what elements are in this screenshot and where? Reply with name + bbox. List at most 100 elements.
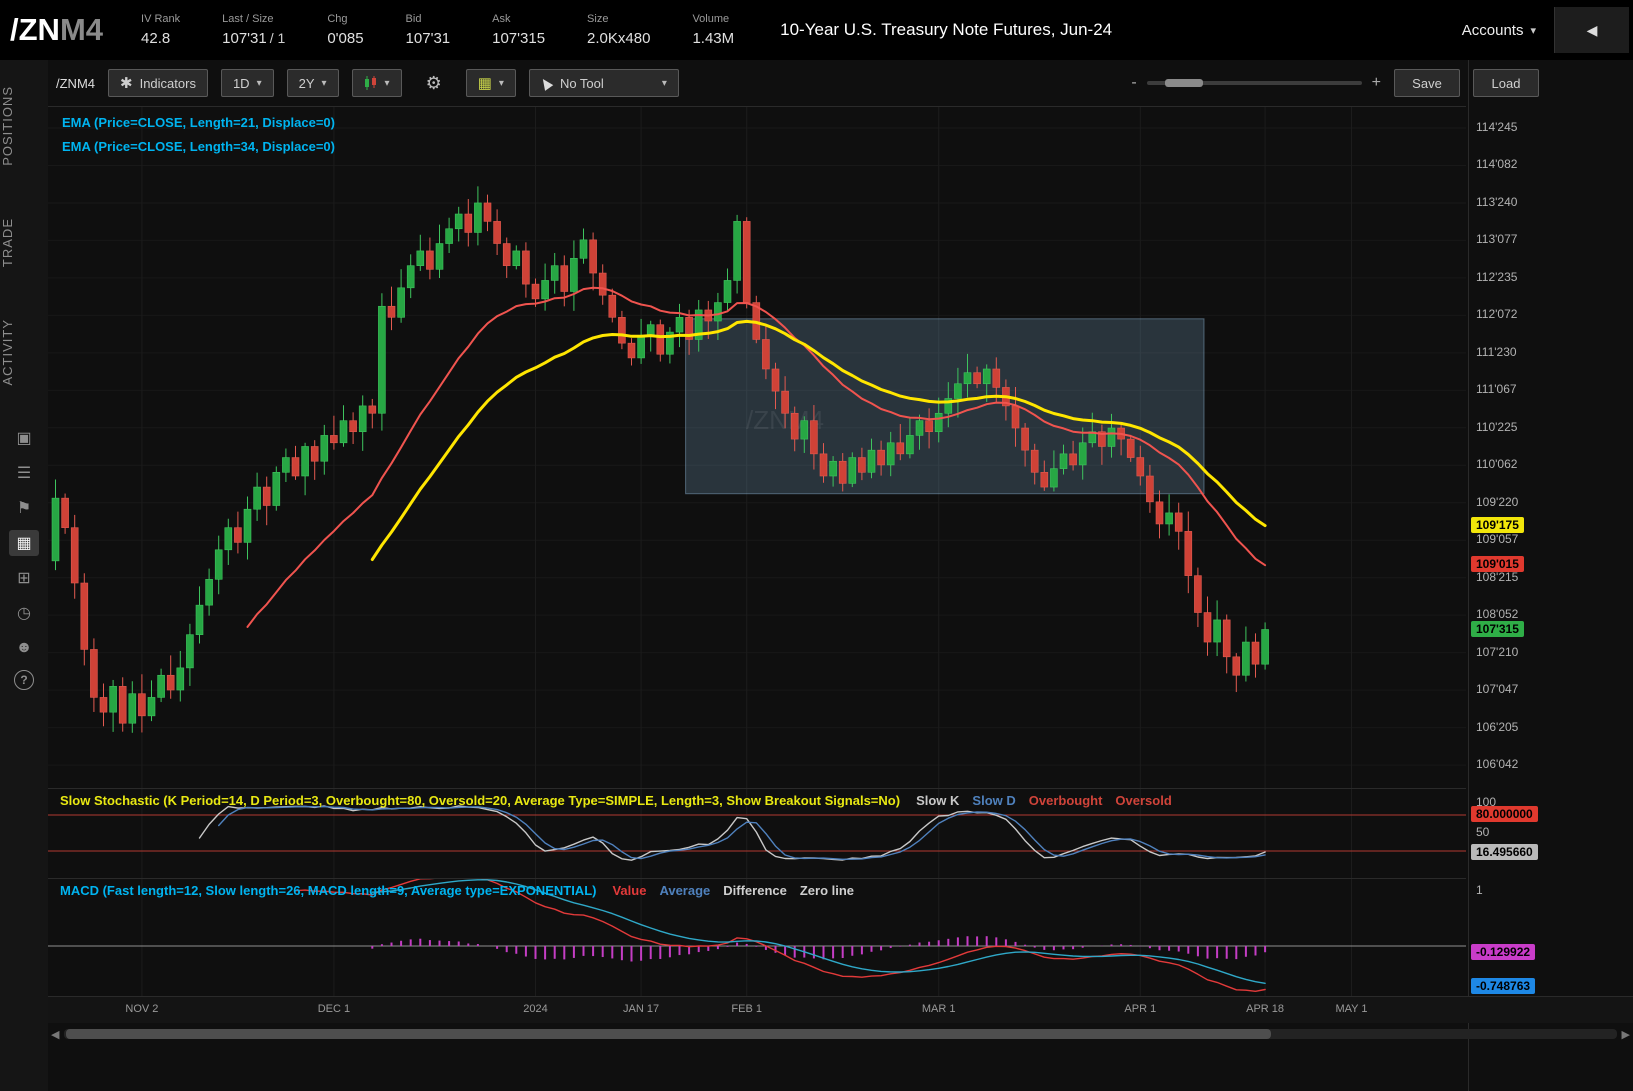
symbol-title: /ZNM4: [10, 12, 103, 48]
legend-item: Slow K: [916, 793, 960, 808]
trade-flag-icon[interactable]: ⚑: [16, 500, 32, 518]
price-axis-label: 112'072: [1476, 307, 1518, 322]
stoch-axis-label: 50: [1476, 825, 1490, 839]
legend-item: Zero line: [799, 883, 855, 898]
candle-chart-icon: [364, 76, 376, 90]
price-chart-pane[interactable]: /ZNM4 EMA (Price=CLOSE, Length=21, Displ…: [48, 106, 1466, 789]
accounts-label: Accounts: [1461, 21, 1524, 39]
time-axis-label: NOV 2: [125, 1003, 159, 1015]
time-axis-label: MAR 1: [921, 1003, 956, 1015]
time-axis-label: DEC 1: [317, 1003, 351, 1015]
chart-grid-icon[interactable]: ▦: [9, 530, 39, 557]
macd-pane[interactable]: MACD (Fast length=12, Slow length=26, MA…: [48, 878, 1466, 997]
zoom-slider[interactable]: [1146, 79, 1362, 87]
quote-stat: IV Rank 42.8: [141, 13, 180, 47]
ema34-label[interactable]: EMA (Price=CLOSE, Length=34, Displace=0): [62, 139, 335, 154]
dashboard-icon[interactable]: ⊞: [17, 570, 31, 588]
sidebar-tab-trade[interactable]: TRADE: [0, 217, 15, 267]
price-axis-label: 114'245: [1476, 119, 1518, 134]
macd-badge: -0.748763: [1471, 978, 1536, 995]
legend-item: Oversold: [1115, 793, 1172, 808]
price-axis-label: 114'082: [1476, 157, 1518, 172]
left-sidebar: POSITIONS TRADE ACTIVITY ▣ ☰ ⚑ ▦ ⊞ ◷ ☻?: [0, 60, 48, 1091]
quote-stat: Size 2.0Kx480: [587, 13, 650, 47]
sidebar-icons: ▣ ☰ ⚑ ▦ ⊞ ◷ ☻?: [0, 425, 48, 691]
price-axis-label: 113'077: [1476, 232, 1518, 247]
stat-label: Ask: [492, 13, 511, 25]
save-button[interactable]: Save: [1394, 69, 1460, 97]
list-icon[interactable]: ☰: [16, 465, 32, 483]
chart-settings-button[interactable]: ⚙: [415, 69, 453, 97]
stat-label: Last / Size: [222, 13, 274, 25]
zoom-out-button[interactable]: -: [1131, 74, 1137, 91]
chevron-left-icon: ◀: [1586, 21, 1598, 38]
time-axis-label: APR 18: [1246, 1003, 1285, 1015]
macd-legend: Value Average Difference Zero line: [612, 883, 854, 898]
stat-value: 107'31/ 1: [222, 30, 286, 47]
candles-layer: [51, 186, 1269, 733]
scrollbar-thumb[interactable]: [66, 1029, 1271, 1039]
gear-icon: ⚙: [425, 72, 442, 93]
quote-stat: Ask 107'315: [492, 13, 545, 47]
grid-layout-dropdown[interactable]: ▦ ▾: [465, 69, 516, 97]
macd-badge: -0.129922: [1471, 944, 1536, 961]
help-icon[interactable]: ?: [14, 670, 34, 691]
stochastic-canvas[interactable]: [48, 789, 1466, 879]
cursor-icon: [538, 75, 554, 91]
contract-title: 10-Year U.S. Treasury Note Futures, Jun-…: [780, 20, 1113, 39]
scroll-left-arrow[interactable]: ◀: [51, 1029, 60, 1041]
load-button[interactable]: Load: [1473, 69, 1539, 97]
stochastic-pane[interactable]: Slow Stochastic (K Period=14, D Period=3…: [48, 788, 1466, 879]
stochastic-title[interactable]: Slow Stochastic (K Period=14, D Period=3…: [60, 793, 901, 808]
sidebar-tab-activity[interactable]: ACTIVITY: [0, 318, 15, 386]
collapse-panel-button[interactable]: ◀: [1554, 7, 1629, 53]
price-badge-red: 109'015: [1471, 556, 1524, 573]
legend-item: Slow D: [972, 793, 1016, 808]
price-axis-label: 110'225: [1476, 419, 1518, 434]
timeframe-dropdown[interactable]: 1D ▾: [220, 69, 274, 97]
quote-stat: Chg 0'085: [327, 13, 363, 47]
sidebar-tab-positions[interactable]: POSITIONS: [0, 86, 15, 166]
price-axis[interactable]: 114'245 114'082 113'240 113'077 112'235 112'0…: [1468, 60, 1633, 1091]
price-axis-label: 111'067: [1476, 382, 1517, 397]
history-clock-icon[interactable]: ◷: [17, 605, 31, 623]
price-axis-label: 108'052: [1476, 607, 1519, 622]
zoom-in-button[interactable]: +: [1371, 74, 1381, 91]
indicators-icon: ✱: [120, 75, 133, 92]
chart-type-dropdown[interactable]: ▾: [351, 69, 402, 97]
legend-item: Value: [612, 883, 647, 898]
indicators-label: Indicators: [139, 75, 196, 91]
stat-label: Bid: [405, 13, 422, 25]
scroll-right-arrow[interactable]: ▶: [1621, 1029, 1630, 1041]
ema21-label[interactable]: EMA (Price=CLOSE, Length=21, Displace=0): [62, 115, 335, 130]
price-chart-canvas[interactable]: /ZNM4: [48, 107, 1466, 789]
price-axis-label: 107'210: [1476, 644, 1519, 659]
accounts-dropdown[interactable]: Accounts ▾: [1462, 22, 1536, 39]
stat-label: Size: [587, 13, 609, 25]
chevron-down-icon: ▾: [661, 77, 667, 89]
time-axis-label: MAY 1: [1335, 1003, 1368, 1015]
legend-item: Average: [659, 883, 711, 898]
zoom-slider-thumb[interactable]: [1164, 79, 1203, 87]
price-axis-label: 110'062: [1476, 457, 1518, 472]
quote-stat: Last / Size 107'31/ 1: [222, 13, 285, 47]
macd-title[interactable]: MACD (Fast length=12, Slow length=26, MA…: [60, 883, 597, 898]
time-axis[interactable]: NOV 2 DEC 1 2024 JAN 17 FEB 1 MAR 1 APR 1 APR 1…: [48, 996, 1633, 1023]
macd-axis-label: 1: [1476, 883, 1483, 897]
grid-layout-icon: ▦: [477, 75, 492, 92]
legend-item: Difference: [723, 883, 787, 898]
chevron-down-icon: ▾: [384, 77, 390, 89]
stat-label: Volume: [692, 13, 730, 25]
indicators-button[interactable]: ✱ Indicators: [108, 69, 208, 97]
drawing-tool-label: No Tool: [559, 75, 604, 91]
community-icon[interactable]: ☻: [15, 639, 33, 657]
drawing-tool-current: No Tool: [538, 75, 604, 91]
price-axis-label: 107'047: [1476, 682, 1519, 697]
range-dropdown[interactable]: 2Y ▾: [286, 69, 339, 97]
chevron-down-icon: ▾: [1530, 24, 1536, 37]
macd-canvas[interactable]: [48, 879, 1466, 997]
drawing-tool-dropdown[interactable]: No Tool ▾: [528, 69, 679, 97]
chart-toolbar: /ZNM4 ✱ Indicators 1D ▾ 2Y ▾ ▾: [56, 67, 1625, 99]
monitor-icon[interactable]: ▣: [16, 430, 32, 448]
stat-value: 0'085: [327, 30, 364, 47]
